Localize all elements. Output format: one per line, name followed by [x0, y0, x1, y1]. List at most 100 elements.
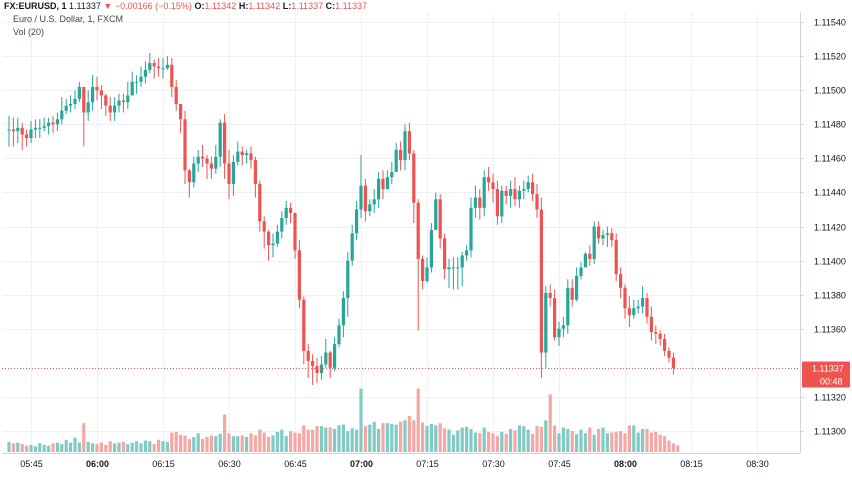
y-tick-label: 1.11520	[814, 52, 846, 62]
candle-body	[69, 103, 73, 106]
candle-body	[328, 352, 332, 368]
candle-body	[196, 156, 200, 164]
volume-bar	[86, 441, 90, 452]
open-value: 1.11342	[204, 1, 237, 11]
volume-bar	[425, 426, 429, 452]
volume-bar	[535, 426, 539, 452]
volume-bar	[38, 443, 42, 452]
candle-body	[16, 127, 20, 132]
candle-body	[297, 250, 301, 300]
series-title[interactable]: Euro / U.S. Dollar, 1, FXCM	[13, 14, 124, 24]
volume-bar	[381, 423, 385, 452]
candle-body	[399, 149, 403, 161]
y-tick-label: 1.11500	[814, 86, 846, 96]
candle-body	[509, 189, 513, 196]
x-tick-label: 07:45	[548, 459, 571, 469]
candle-body	[157, 66, 161, 69]
candle-body	[394, 149, 398, 173]
volume-bar	[363, 426, 367, 452]
candle-body	[482, 177, 486, 208]
volume-bar	[399, 421, 403, 452]
x-tick-label: 06:00	[86, 459, 109, 469]
volume-bar	[139, 443, 143, 452]
volume-bar	[451, 434, 455, 452]
candle-body	[592, 226, 596, 259]
candle-body	[319, 364, 323, 373]
volume-bar	[579, 429, 583, 452]
y-tick-label: 1.11400	[814, 257, 846, 267]
candle-body	[165, 64, 169, 69]
volume-bar	[47, 445, 51, 452]
volume-bar	[416, 388, 420, 452]
close-label: C:	[325, 1, 336, 11]
volume-bar	[328, 427, 332, 452]
y-tick-label: 1.11460	[814, 154, 846, 164]
candle-body	[315, 366, 319, 373]
symbol-label[interactable]: FX:EURUSD, 1	[4, 1, 67, 11]
candle-body	[614, 240, 618, 275]
volume-bar	[333, 428, 337, 452]
volume-bar	[245, 436, 249, 452]
y-tick-label: 1.11300	[814, 427, 846, 437]
volume-bar	[465, 426, 469, 452]
x-tick-label: 07:15	[416, 459, 439, 469]
candle-body	[205, 158, 209, 164]
candle-body	[566, 287, 570, 326]
volume-bar	[526, 429, 530, 452]
volume-bar	[517, 425, 521, 452]
candle-body	[20, 127, 24, 135]
candle-body	[108, 105, 112, 113]
candle-body	[469, 207, 473, 251]
candle-body	[337, 325, 341, 345]
candle-body	[135, 81, 139, 83]
volume-bar	[394, 424, 398, 452]
volume-indicator-label[interactable]: Vol (20)	[13, 27, 45, 37]
volume-bar	[179, 434, 183, 452]
candle-body	[438, 199, 442, 239]
y-tick-label: 1.11540	[814, 18, 846, 28]
volume-bar	[570, 431, 574, 452]
candle-body	[355, 209, 359, 234]
close-value: 1.11337	[335, 1, 367, 11]
candle-body	[654, 332, 658, 334]
volume-bar	[469, 428, 473, 452]
volume-bar	[73, 437, 77, 452]
candle-body	[526, 182, 530, 190]
candle-body	[29, 129, 33, 138]
volume-bar	[605, 433, 609, 452]
y-tick-label: 1.11420	[814, 223, 846, 233]
candle-body	[447, 267, 451, 270]
volume-bar	[302, 425, 306, 452]
x-tick-label: 06:45	[284, 459, 307, 469]
y-tick-label: 1.11320	[814, 393, 846, 403]
candle-body	[407, 131, 411, 154]
candle-body	[126, 95, 130, 103]
candle-body	[350, 233, 354, 261]
y-tick-label: 1.11440	[814, 188, 846, 198]
volume-bar	[108, 441, 112, 452]
candle-body	[641, 298, 645, 307]
candle-body	[209, 163, 213, 169]
candle-body	[143, 69, 147, 77]
volume-bar	[597, 428, 601, 452]
volume-bar	[350, 428, 354, 452]
volume-bar	[641, 428, 645, 452]
volume-bar	[341, 424, 345, 452]
volume-bar	[183, 435, 187, 452]
candle-body	[60, 110, 64, 120]
candle-body	[385, 177, 389, 190]
volume-bar	[20, 444, 24, 452]
candle-body	[86, 102, 90, 113]
candle-body	[434, 199, 438, 230]
x-tick-label: 08:30	[746, 459, 769, 469]
volume-bar	[632, 425, 636, 452]
volume-bar	[482, 427, 486, 452]
candle-body	[38, 127, 42, 129]
high-label: H:	[238, 1, 249, 11]
candle-body	[416, 202, 420, 259]
volume-bar	[636, 432, 640, 452]
candle-body	[280, 218, 284, 232]
volume-bar	[447, 429, 451, 452]
candle-body	[531, 182, 535, 195]
